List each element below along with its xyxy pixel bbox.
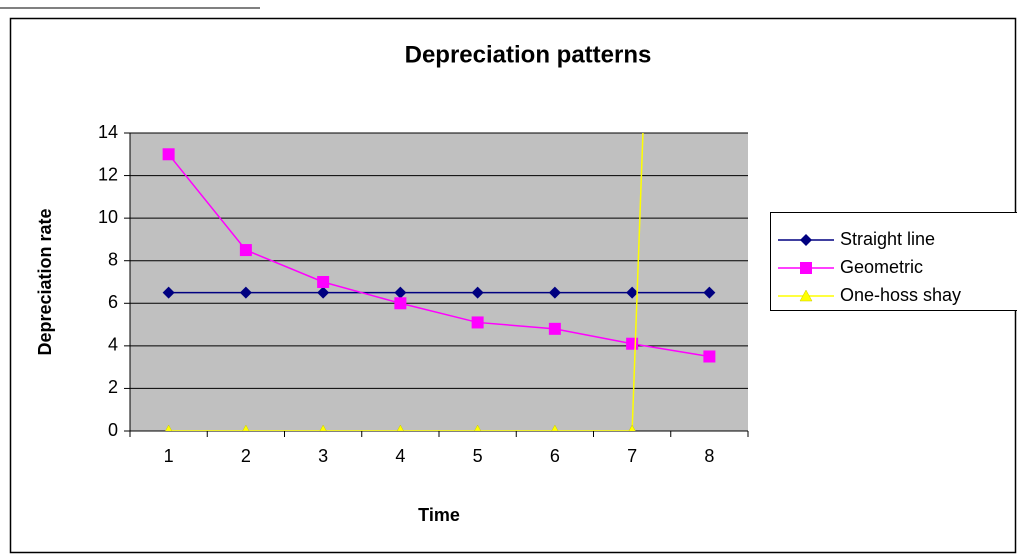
- series-line: [168, 153, 710, 358]
- x-tick-label: 5: [473, 446, 483, 466]
- x-tick-label: 2: [241, 446, 251, 466]
- data-point: [626, 286, 639, 299]
- data-point: [548, 286, 561, 299]
- x-tick-label: 6: [550, 446, 560, 466]
- data-point: [551, 424, 559, 431]
- data-point: [162, 148, 175, 161]
- legend-marker: [800, 262, 812, 274]
- x-tick-label: 3: [318, 446, 328, 466]
- x-tick-label: 1: [164, 446, 174, 466]
- x-tick-label: 4: [395, 446, 405, 466]
- plot-background: [130, 133, 748, 431]
- data-point: [317, 286, 330, 299]
- y-tick-label: 14: [98, 122, 118, 142]
- data-point: [548, 322, 561, 335]
- data-point: [626, 337, 639, 350]
- data-point: [471, 286, 484, 299]
- data-point: [394, 297, 407, 310]
- data-point: [474, 424, 482, 431]
- legend-marker: [799, 289, 813, 302]
- data-point: [319, 424, 327, 431]
- y-tick-label: 10: [98, 207, 118, 227]
- data-point: [242, 424, 250, 431]
- data-point: [396, 424, 404, 431]
- data-point: [239, 286, 252, 299]
- chart-title: Depreciation patterns: [405, 41, 652, 68]
- y-tick-label: 4: [108, 335, 118, 355]
- y-tick-label: 0: [108, 420, 118, 440]
- legend-box: [770, 212, 1017, 311]
- y-tick-label: 6: [108, 292, 118, 312]
- data-point: [703, 286, 716, 299]
- data-point: [471, 316, 484, 329]
- y-tick-label: 8: [108, 249, 118, 269]
- legend: Straight line Geometric One-hoss shay: [770, 212, 1017, 311]
- legend-label: Geometric: [840, 257, 923, 277]
- legend-marker: [800, 234, 812, 246]
- y-axis-title: Depreciation rate: [35, 208, 55, 355]
- y-tick-label: 12: [98, 164, 118, 184]
- data-point: [317, 276, 330, 288]
- x-tick-label: 8: [704, 446, 714, 466]
- data-point: [239, 244, 252, 257]
- x-axis-title: Time: [418, 505, 460, 525]
- data-point: [394, 286, 407, 299]
- legend-label: One-hoss shay: [840, 285, 961, 305]
- data-point: [165, 424, 173, 431]
- y-tick-label: 2: [108, 377, 118, 397]
- data-point: [162, 286, 175, 299]
- legend-label: Straight line: [840, 229, 935, 249]
- data-point: [703, 350, 716, 363]
- x-tick-label: 7: [627, 446, 637, 466]
- data-point: [628, 424, 636, 431]
